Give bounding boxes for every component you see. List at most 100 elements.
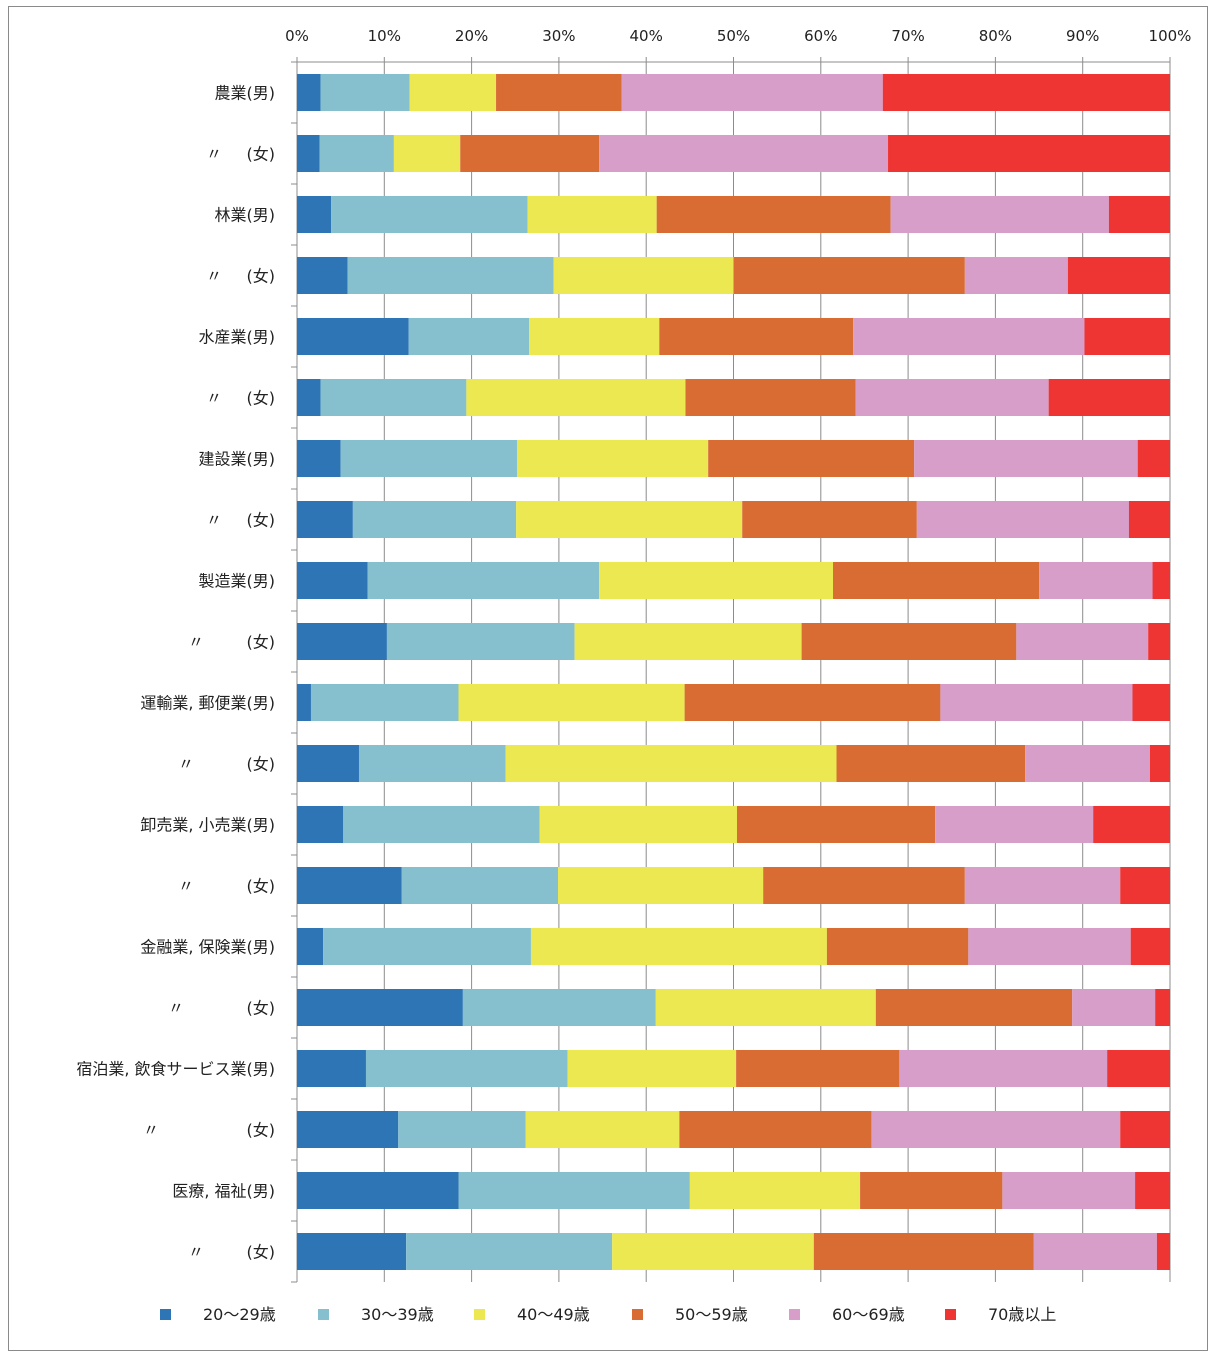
bar-segment <box>365 1050 568 1087</box>
bar-segment <box>331 196 528 233</box>
bar-segment <box>347 257 554 294</box>
x-tick-label: 40% <box>630 27 663 45</box>
legend-label: 50〜59歳 <box>675 1305 748 1324</box>
bar-segment <box>409 74 497 111</box>
bar-segment <box>458 684 685 721</box>
bar-segment <box>297 745 359 782</box>
bar-segment <box>462 989 656 1026</box>
bar-segment <box>1120 867 1170 904</box>
bar-segment <box>1067 257 1170 294</box>
bar-segment <box>527 196 657 233</box>
bar-segment <box>525 1111 680 1148</box>
ditto-mark: 〃 <box>143 1121 159 1140</box>
legend-label: 60〜69歳 <box>832 1305 905 1324</box>
bar-segment <box>539 806 737 843</box>
bar-segment <box>801 623 1017 660</box>
bar-segment <box>656 196 891 233</box>
bar-segment <box>685 379 856 416</box>
bar-segment <box>875 989 1073 1026</box>
ditto-mark: 〃 <box>188 633 204 652</box>
bar-segment <box>516 501 743 538</box>
bar-segment <box>1148 623 1170 660</box>
bar-segment <box>297 867 402 904</box>
category-label: (女) <box>247 877 276 896</box>
bar-segment <box>297 1111 399 1148</box>
category-label: 運輸業, 郵便業(男) <box>140 694 275 713</box>
bar-segment <box>320 74 410 111</box>
x-tick-label: 30% <box>542 27 575 45</box>
bar-segment <box>1156 1233 1170 1270</box>
bar-segment <box>319 135 394 172</box>
ditto-mark: 〃 <box>206 511 222 530</box>
bar-segment <box>343 806 540 843</box>
bar-segment <box>297 1050 366 1087</box>
ditto-mark: 〃 <box>168 999 184 1018</box>
bar-segment <box>297 806 344 843</box>
bar-segment <box>297 623 387 660</box>
bar-segment <box>736 806 936 843</box>
bar-segment <box>888 135 1170 172</box>
bar-segment <box>890 196 1109 233</box>
category-label: 農業(男) <box>215 84 276 103</box>
bar-segment <box>813 1233 1034 1270</box>
bar-segment <box>871 1111 1121 1148</box>
bar-segment <box>406 1233 613 1270</box>
bar-segment <box>621 74 883 111</box>
bar-segment <box>297 135 320 172</box>
bar-segment <box>655 989 876 1026</box>
x-tick-label: 10% <box>368 27 401 45</box>
legend-label: 40〜49歳 <box>517 1305 590 1324</box>
bar-segment <box>398 1111 526 1148</box>
bar-segment <box>1155 989 1170 1026</box>
ditto-mark: 〃 <box>178 877 194 896</box>
bar-segment <box>297 1172 459 1209</box>
bar-segment <box>1072 989 1156 1026</box>
category-label: (女) <box>247 267 276 286</box>
ditto-mark: 〃 <box>206 389 222 408</box>
x-tick-label: 80% <box>979 27 1012 45</box>
bar-segment <box>679 1111 872 1148</box>
bar-segment <box>1002 1172 1136 1209</box>
bar-segment <box>310 684 459 721</box>
bar-segment <box>297 989 463 1026</box>
bar-segment <box>612 1233 814 1270</box>
bar-segment <box>860 1172 1003 1209</box>
bar-segment <box>367 562 600 599</box>
bar-segment <box>408 318 530 355</box>
bar-segment <box>708 440 915 477</box>
bar-segment <box>505 745 837 782</box>
category-label: 金融業, 保険業(男) <box>140 938 275 957</box>
x-tick-label: 60% <box>804 27 837 45</box>
bar-segment <box>833 562 1040 599</box>
legend-swatch <box>632 1309 643 1320</box>
bar-segment <box>742 501 917 538</box>
x-tick-label: 90% <box>1066 27 1099 45</box>
category-label: 卸売業, 小売業(男) <box>140 816 275 835</box>
x-tick-label: 100% <box>1149 27 1192 45</box>
bar-segment <box>899 1050 1108 1087</box>
bar-segment <box>836 745 1026 782</box>
bar-segment <box>599 562 834 599</box>
ditto-mark: 〃 <box>178 755 194 774</box>
bar-segment <box>684 684 941 721</box>
bar-segment <box>964 257 1068 294</box>
legend-swatch <box>789 1309 800 1320</box>
bar-segment <box>530 928 827 965</box>
bar-segment <box>567 1050 737 1087</box>
category-label: (女) <box>247 633 276 652</box>
ditto-mark: 〃 <box>206 267 222 286</box>
bar-segment <box>553 257 734 294</box>
bar-segment <box>496 74 622 111</box>
bar-segment <box>1107 1050 1170 1087</box>
legend-swatch <box>160 1309 171 1320</box>
bar-segment <box>1025 745 1150 782</box>
bar-segment <box>1093 806 1170 843</box>
bar-segment <box>297 318 409 355</box>
x-tick-label: 70% <box>891 27 924 45</box>
bar-segment <box>466 379 686 416</box>
bar-segment <box>882 74 1170 111</box>
bar-segment <box>689 1172 861 1209</box>
bar-segment <box>1132 684 1170 721</box>
bar-segment <box>297 928 324 965</box>
